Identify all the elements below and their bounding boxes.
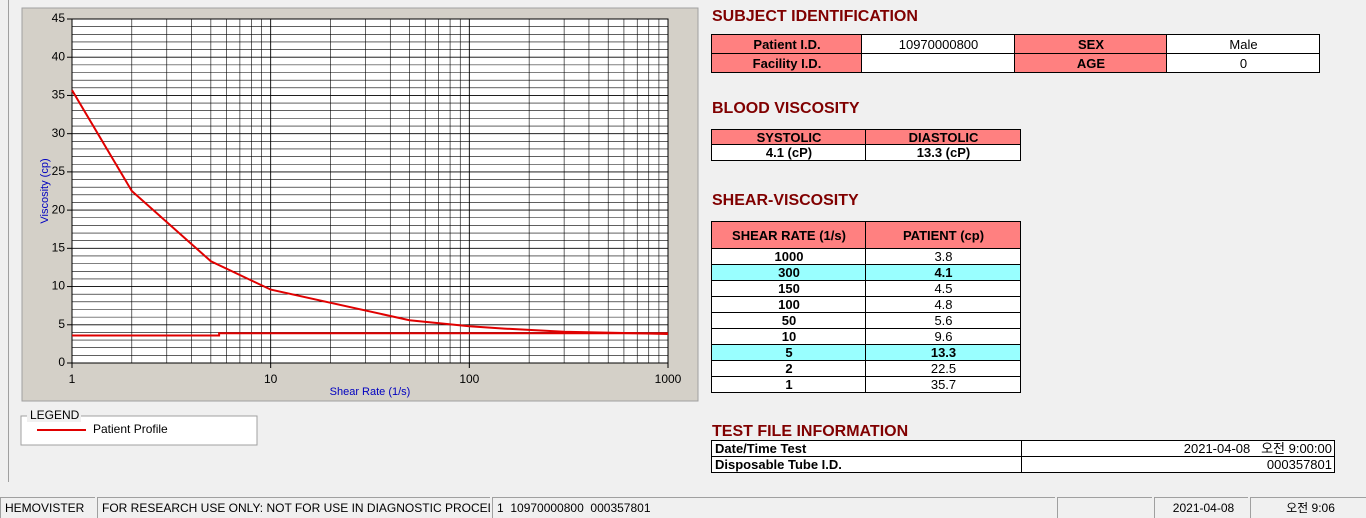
y-tick-label: 5 [58,317,65,331]
x-axis-label: Shear Rate (1/s) [330,386,411,398]
x-tick-label: 1000 [655,372,682,386]
field-label: Patient I.D. [711,34,862,54]
y-tick-label: 0 [58,355,65,369]
status-panel [1057,497,1152,518]
field-value: 10970000800 [861,34,1015,54]
y-tick-label: 45 [52,11,66,25]
field-label: Disposable Tube I.D. [711,456,1022,473]
chart: 0 5 10 15 20 25 30 35 40 45 1 10 100 1000 Shear Rate (… [20,7,699,446]
table-cell: 13.3 [865,344,1021,361]
data-line [71,89,669,335]
section-title: BLOOD VISCOSITY [712,100,860,117]
status-panel: 오전 9:06 [1250,497,1366,518]
column-header: DIASTOLIC [865,129,1021,145]
status-panel: 1 10970000800 000357801 [492,497,1055,518]
table-cell: 5 [711,344,866,361]
table-cell: 4.8 [865,296,1021,313]
table-cell: 1000 [711,248,866,265]
legend-entry: Patient Profile [93,422,168,436]
field-value: 000357801 [1021,456,1335,473]
table-cell: 100 [711,296,866,313]
table-cell: 1 [711,376,866,393]
table-cell: 10 [711,328,866,345]
field-label: Date/Time Test [711,440,1022,457]
table-cell: 9.6 [865,328,1021,345]
table-cell: 150 [711,280,866,297]
y-tick-label: 15 [52,241,66,255]
x-tick-label: 1 [69,372,76,386]
field-label: SEX [1014,34,1167,54]
column-header: PATIENT (cp) [865,221,1021,249]
y-tick-label: 25 [52,164,66,178]
column-header: SYSTOLIC [711,129,866,145]
y-tick-label: 10 [52,279,66,293]
y-tick-label: 30 [52,126,66,140]
y-tick-label: 20 [52,202,66,216]
x-tick-label: 100 [459,372,479,386]
x-tick-label: 10 [264,372,278,386]
field-label: Facility I.D. [711,53,862,73]
plot-border [71,18,669,364]
data-line [72,332,668,337]
field-value: 2021-04-08 오전 9:00:00 [1021,440,1335,457]
legend-title: LEGEND [30,408,80,422]
table-cell: 50 [711,312,866,329]
table-cell: 35.7 [865,376,1021,393]
field-value: Male [1166,34,1320,54]
section-title: TEST FILE INFORMATION [712,423,909,440]
section-title: SHEAR-VISCOSITY [712,192,859,209]
field-value: 13.3 (cP) [865,144,1021,161]
legend-title-bg [27,409,81,422]
status-panel: FOR RESEARCH USE ONLY: NOT FOR USE IN DI… [97,497,490,518]
field-label: AGE [1014,53,1167,73]
table-cell: 5.6 [865,312,1021,329]
field-value: 4.1 (cP) [711,144,866,161]
column-header: SHEAR RATE (1/s) [711,221,866,249]
table-cell: 2 [711,360,866,377]
section-title: SUBJECT IDENTIFICATION [712,8,918,25]
table-cell: 300 [711,264,866,281]
table-cell: 22.5 [865,360,1021,377]
y-tick-label: 40 [52,49,66,63]
field-value: 0 [1166,53,1320,73]
table-cell: 4.5 [865,280,1021,297]
table-cell: 4.1 [865,264,1021,281]
status-panel: 2021-04-08 [1154,497,1248,518]
status-panel: HEMOVISTER [0,497,95,518]
y-tick-label: 35 [52,88,66,102]
plot-area [72,19,668,363]
y-axis-label: Viscosity (cp) [39,158,51,223]
table-cell: 3.8 [865,248,1021,265]
panel-border [8,0,9,482]
field-value [861,53,1015,73]
